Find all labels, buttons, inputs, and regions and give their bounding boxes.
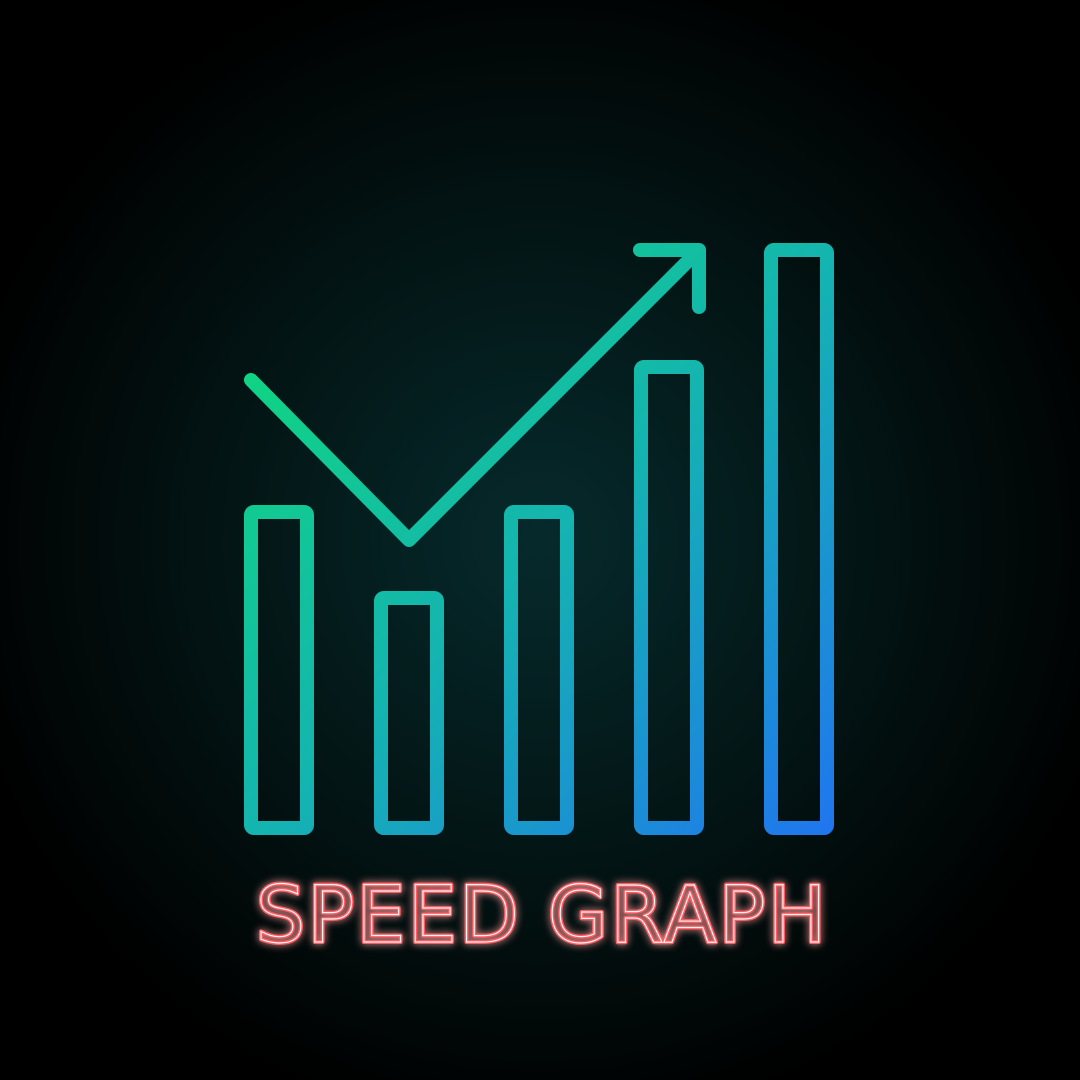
- icon-bar: [504, 505, 574, 835]
- title-group: SPEED GRAPH SPEED GRAPH: [254, 869, 829, 963]
- arrow-head: [633, 243, 706, 314]
- icon-bar: [374, 591, 444, 835]
- title-highlight: SPEED GRAPH: [256, 871, 829, 961]
- title: SPEED GRAPH: [256, 871, 829, 961]
- icon-bar: [764, 243, 834, 835]
- icon-bar: [244, 505, 314, 835]
- trend-line: [244, 248, 701, 547]
- icon-bar: [634, 360, 704, 835]
- graph-icon: [244, 243, 834, 835]
